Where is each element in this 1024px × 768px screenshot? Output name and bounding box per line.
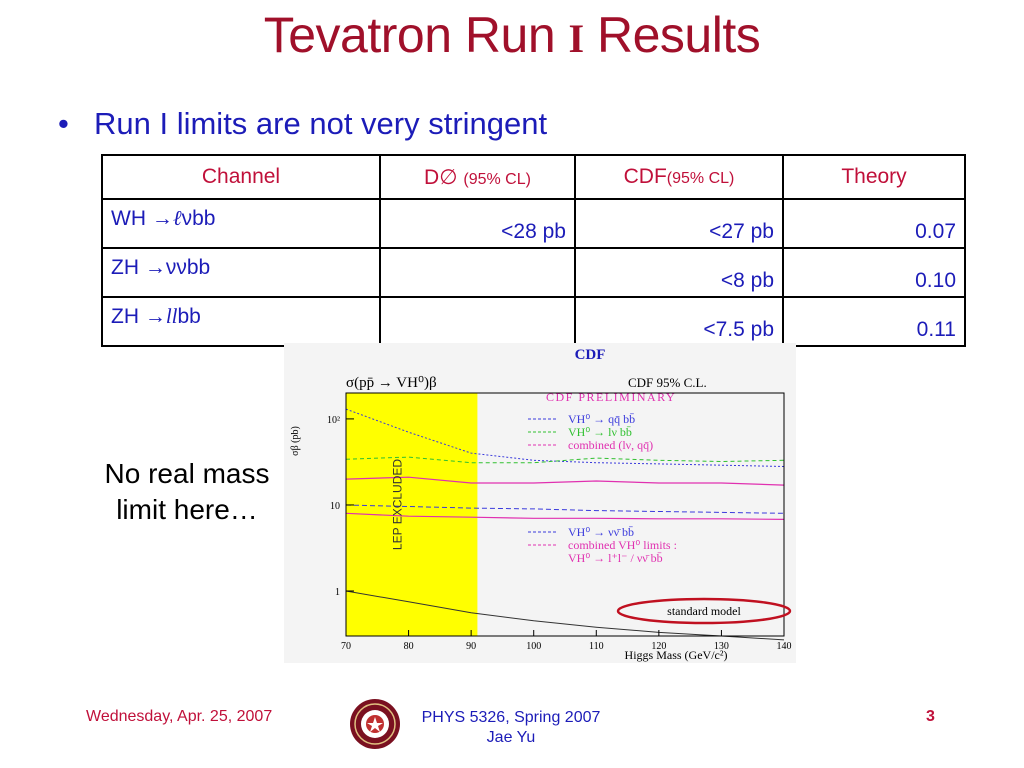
header-d0-cl: (95% CL)	[463, 170, 531, 188]
legend-upper: VH⁰ → qq̄ bb̄VH⁰ → lν bb̄combined (lν, q…	[528, 412, 653, 452]
channel-suffix: ννbb	[165, 256, 211, 279]
header-theory: Theory	[782, 154, 966, 200]
y-axis-ticks: 10² 10 1	[327, 415, 354, 598]
table-row: ZH →ννbb <8 pb 0.10	[101, 247, 966, 298]
plot-curves	[345, 408, 785, 641]
header-channel: Channel	[101, 154, 381, 200]
x-axis-ticks: 70 80 90 100 110 120 130 140	[341, 630, 792, 652]
bullet-point: • Run I limits are not very stringent	[58, 106, 547, 142]
cell-cdf: <8 pb	[574, 247, 784, 298]
cell-cdf: <7.5 pb	[574, 296, 784, 347]
x-tick-label: 80	[404, 641, 414, 652]
footer-author: Jae Yu	[486, 729, 536, 746]
legend-entry: VH⁰ → νν̄ bb̄	[568, 525, 634, 539]
channel-suffix: νbb	[181, 207, 216, 230]
x-tick-label: 120	[651, 641, 666, 652]
results-table: Channel D∅ (95% CL) CDF(95% CL) Theory W…	[101, 154, 966, 347]
title-part-1: Tevatron Run	[263, 7, 569, 63]
table-header-row: Channel D∅ (95% CL) CDF(95% CL) Theory	[101, 154, 966, 200]
x-tick-label: 90	[466, 641, 476, 652]
bullet-dot-icon: •	[58, 106, 69, 141]
cell-channel: ZH →ννbb	[101, 247, 381, 298]
footer-course: PHYS 5326, Spring 2007 Jae Yu	[421, 708, 601, 748]
page-number: 3	[926, 708, 935, 725]
header-cdf: CDF(95% CL)	[574, 154, 784, 200]
channel-lepton: ℓ	[172, 206, 182, 230]
title-part-2: Results	[583, 7, 761, 63]
slide-title: Tevatron Run I Results	[0, 6, 1024, 64]
legend-entry: combined VH⁰ limits :	[568, 538, 677, 552]
header-cdf-cl: (95% CL)	[666, 170, 735, 187]
plot-header: CDF	[575, 347, 606, 363]
plot-cl-title: CDF 95% C.L.	[628, 375, 707, 390]
plot-frame	[345, 392, 785, 637]
channel-prefix: ZH →	[111, 256, 166, 279]
channel-prefix: WH →	[111, 207, 173, 230]
header-cdf-text: CDF	[623, 165, 667, 188]
header-d0-text: D∅	[424, 165, 458, 189]
x-tick-label: 100	[526, 641, 541, 652]
series-line-1	[345, 408, 785, 467]
standard-model-highlight	[616, 597, 792, 625]
series-line-2	[345, 456, 785, 464]
higgs-limit-plot: CDF σ(pp̄ → VH⁰)β CDF 95% C.L. σβ (pb) 7…	[284, 343, 796, 663]
series-line-6	[345, 590, 785, 641]
x-tick-label: 70	[341, 641, 351, 652]
x-tick-label: 130	[714, 641, 729, 652]
plot-sigma-title: σ(pp̄ → VH⁰)β	[346, 375, 437, 391]
plot-preliminary-label: CDF PRELIMINARY	[546, 390, 676, 404]
cell-cdf: <27 pb	[574, 198, 784, 249]
x-tick-label: 110	[589, 641, 604, 652]
cell-theory: 0.07	[782, 198, 966, 249]
y-tick-label: 10²	[327, 415, 340, 426]
cell-d0	[379, 247, 576, 298]
table-row: ZH →llbb <7.5 pb 0.11	[101, 296, 966, 347]
plot-ylabel: σβ (pb)	[290, 426, 301, 456]
legend-lower: VH⁰ → νν̄ bb̄combined VH⁰ limits :VH⁰ → …	[528, 525, 677, 565]
channel-lepton: ll	[165, 304, 178, 328]
channel-prefix: ZH →	[111, 305, 166, 328]
header-channel-text: Channel	[201, 165, 281, 188]
series-line-5	[345, 512, 785, 520]
standard-model-label: standard model	[667, 604, 741, 618]
bullet-text: Run I limits are not very stringent	[94, 106, 548, 141]
cell-channel: ZH →llbb	[101, 296, 381, 347]
series-line-4	[345, 504, 785, 514]
cell-d0: <28 pb	[379, 198, 576, 249]
legend-entry: VH⁰ → l⁺l⁻ / νν̄ bb̄	[568, 551, 663, 565]
cell-theory: 0.11	[782, 296, 966, 347]
channel-suffix: bb	[177, 305, 201, 328]
legend-entry: VH⁰ → qq̄ bb̄	[568, 412, 635, 426]
x-tick-label: 140	[777, 641, 792, 652]
university-seal-icon	[350, 699, 400, 749]
plot-xlabel: Higgs Mass (GeV/c²)	[625, 648, 728, 662]
note-line-1: No real mass	[104, 458, 270, 489]
y-tick-label: 10	[330, 501, 340, 512]
title-roman-numeral: I	[568, 16, 585, 61]
series-line-3	[345, 476, 785, 486]
y-tick-label: 1	[335, 587, 340, 598]
cell-channel: WH →ℓνbb	[101, 198, 381, 249]
footer-course-name: PHYS 5326, Spring 2007	[421, 709, 601, 726]
note-line-2: limit here…	[116, 494, 258, 525]
footer-date: Wednesday, Apr. 25, 2007	[86, 708, 273, 725]
lep-excluded-label: LEP EXCLUDED	[391, 459, 405, 550]
cell-d0	[379, 296, 576, 347]
legend-entry: combined (lν, qq̄)	[568, 438, 653, 452]
header-theory-text: Theory	[841, 165, 907, 188]
header-d0: D∅ (95% CL)	[379, 154, 576, 200]
table-row: WH →ℓνbb <28 pb <27 pb 0.07	[101, 198, 966, 249]
cell-theory: 0.10	[782, 247, 966, 298]
mass-limit-note: No real mass limit here…	[76, 456, 298, 528]
legend-entry: VH⁰ → lν bb̄	[568, 425, 632, 439]
